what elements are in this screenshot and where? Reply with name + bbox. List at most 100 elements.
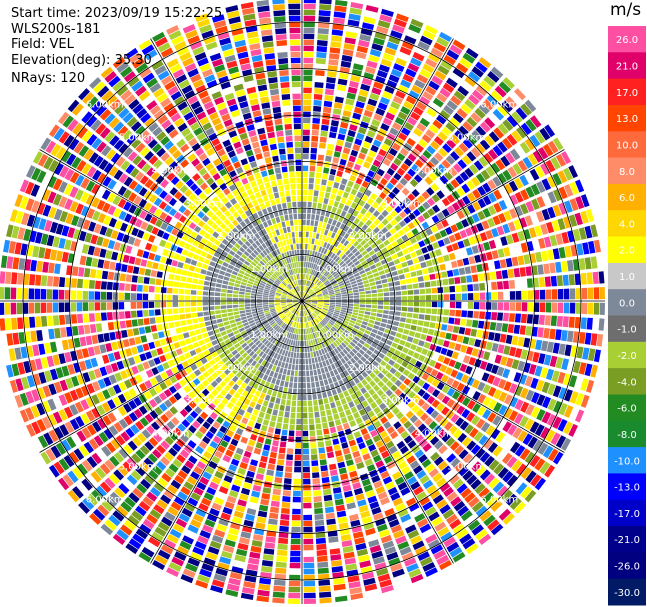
velocity-cell bbox=[397, 481, 408, 491]
velocity-cell bbox=[286, 344, 290, 351]
velocity-cell bbox=[325, 352, 331, 359]
velocity-cell bbox=[335, 276, 342, 281]
velocity-cell bbox=[413, 295, 420, 301]
velocity-cell bbox=[315, 350, 320, 357]
velocity-cell bbox=[371, 475, 381, 483]
velocity-cell bbox=[249, 401, 256, 408]
velocity-cell bbox=[305, 298, 312, 301]
velocity-cell bbox=[322, 334, 327, 341]
velocity-cell bbox=[382, 283, 389, 288]
velocity-cell bbox=[305, 231, 309, 238]
velocity-cell bbox=[445, 226, 453, 235]
velocity-cell bbox=[373, 81, 384, 90]
velocity-cell bbox=[245, 286, 252, 290]
velocity-cell bbox=[282, 291, 288, 295]
velocity-cell bbox=[312, 478, 321, 485]
velocity-cell bbox=[437, 460, 448, 471]
velocity-cell bbox=[330, 269, 336, 275]
velocity-cell bbox=[503, 407, 513, 419]
velocity-cell bbox=[99, 463, 111, 475]
velocity-cell bbox=[378, 64, 390, 73]
velocity-cell bbox=[412, 208, 421, 217]
velocity-cell bbox=[419, 301, 426, 307]
velocity-cell bbox=[180, 449, 190, 459]
velocity-cell bbox=[243, 275, 249, 280]
velocity-cell bbox=[572, 228, 581, 242]
velocity-cell bbox=[366, 270, 373, 276]
velocity-cell bbox=[549, 234, 558, 247]
velocity-cell bbox=[261, 560, 273, 567]
velocity-cell bbox=[266, 469, 275, 476]
velocity-cell bbox=[471, 213, 480, 223]
velocity-cell bbox=[350, 406, 358, 414]
velocity-cell bbox=[188, 425, 197, 434]
velocity-cell bbox=[128, 538, 142, 550]
velocity-cell bbox=[515, 302, 522, 312]
velocity-cell bbox=[36, 186, 46, 200]
velocity-cell bbox=[343, 340, 349, 346]
velocity-cell bbox=[373, 376, 381, 384]
velocity-cell bbox=[336, 346, 342, 353]
velocity-cell bbox=[437, 239, 445, 248]
velocity-cell bbox=[310, 147, 318, 154]
velocity-cell bbox=[318, 447, 326, 454]
velocity-cell bbox=[487, 205, 497, 216]
velocity-cell bbox=[112, 510, 125, 522]
velocity-cell bbox=[343, 370, 350, 377]
velocity-cell bbox=[276, 354, 281, 360]
velocity-cell bbox=[390, 101, 401, 110]
velocity-cell bbox=[215, 368, 223, 375]
velocity-cell bbox=[41, 275, 48, 286]
velocity-cell bbox=[284, 324, 288, 330]
velocity-cell bbox=[448, 252, 456, 261]
velocity-cell bbox=[425, 58, 438, 69]
velocity-cell bbox=[262, 419, 270, 426]
velocity-cell bbox=[314, 271, 319, 277]
velocity-cell bbox=[108, 217, 117, 228]
velocity-cell bbox=[134, 336, 142, 345]
velocity-cell bbox=[63, 406, 74, 419]
velocity-cell bbox=[491, 342, 499, 352]
velocity-cell bbox=[528, 227, 537, 238]
velocity-cell bbox=[64, 198, 73, 210]
velocity-cell bbox=[126, 457, 137, 468]
velocity-cell bbox=[385, 372, 393, 379]
velocity-cell bbox=[332, 283, 338, 287]
velocity-cell bbox=[285, 311, 290, 316]
velocity-cell bbox=[348, 275, 355, 280]
velocity-cell bbox=[316, 46, 328, 53]
velocity-cell bbox=[303, 69, 313, 76]
velocity-cell bbox=[118, 292, 125, 300]
velocity-cell bbox=[416, 470, 427, 480]
velocity-cell bbox=[23, 317, 30, 329]
velocity-cell bbox=[198, 503, 209, 512]
velocity-cell bbox=[349, 420, 357, 428]
velocity-cell bbox=[339, 336, 345, 342]
velocity-cell bbox=[439, 263, 446, 271]
velocity-cell bbox=[375, 280, 382, 285]
velocity-cell bbox=[296, 406, 302, 413]
velocity-cell bbox=[19, 392, 29, 406]
velocity-cell bbox=[237, 467, 246, 476]
velocity-cell bbox=[360, 427, 369, 436]
velocity-cell bbox=[367, 170, 375, 178]
velocity-cell bbox=[341, 54, 353, 62]
velocity-cell bbox=[109, 331, 116, 341]
velocity-cell bbox=[209, 411, 218, 420]
velocity-cell bbox=[422, 528, 435, 539]
velocity-cell bbox=[357, 266, 364, 272]
velocity-cell bbox=[327, 338, 332, 344]
velocity-cell bbox=[408, 212, 416, 221]
velocity-cell bbox=[470, 444, 481, 455]
velocity-cell bbox=[318, 10, 331, 17]
velocity-cell bbox=[407, 425, 416, 434]
velocity-cell bbox=[112, 533, 126, 545]
velocity-cell bbox=[517, 255, 525, 266]
velocity-cell bbox=[383, 287, 389, 292]
velocity-cell bbox=[377, 305, 384, 309]
velocity-cell bbox=[196, 261, 203, 268]
velocity-cell bbox=[341, 342, 347, 348]
velocity-cell bbox=[242, 333, 249, 339]
velocity-cell bbox=[312, 257, 316, 263]
velocity-cell bbox=[502, 513, 515, 525]
